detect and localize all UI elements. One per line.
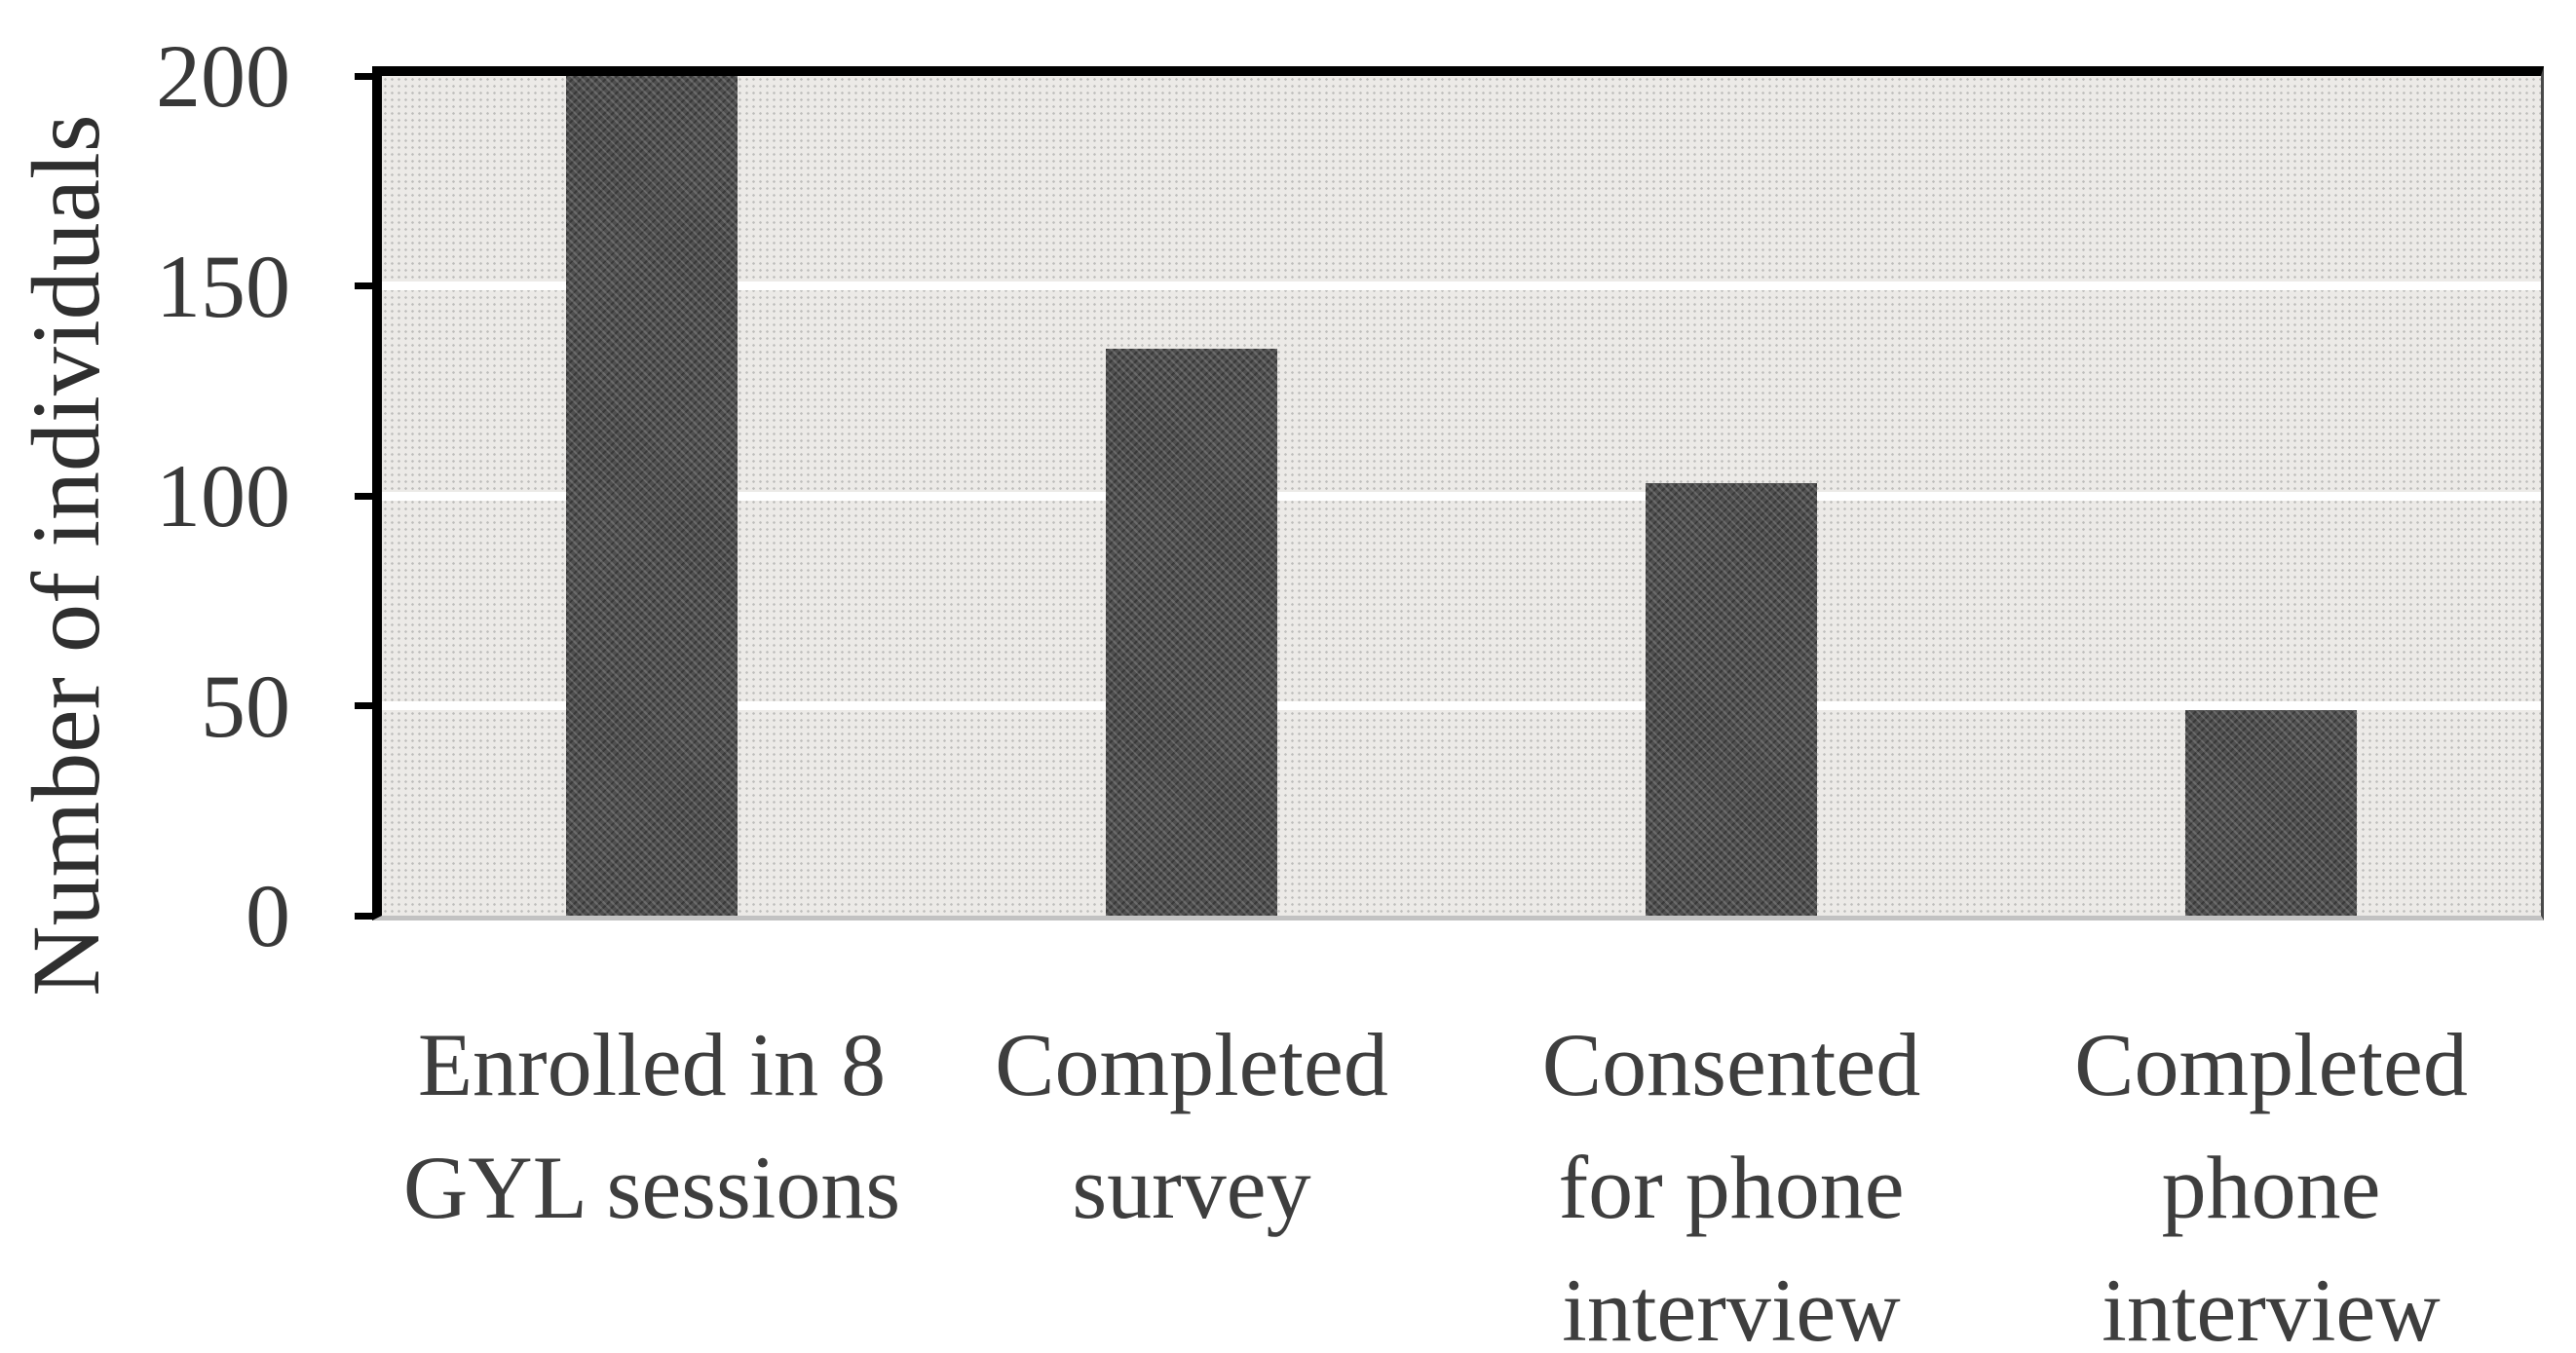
bar-3	[1646, 483, 1817, 916]
y-tick-mark-200	[355, 72, 372, 80]
gridline-100	[382, 491, 2541, 501]
bar-2	[1106, 349, 1277, 916]
x-tick-label-2: Completed survey	[995, 1015, 1388, 1237]
y-tick-mark-50	[355, 702, 372, 709]
gridline-50	[382, 701, 2541, 710]
y-tick-mark-0	[355, 912, 372, 920]
y-tick-label-0: 0	[246, 866, 290, 965]
x-tick-label-3: Consented for phone interview	[1541, 1015, 1921, 1353]
bar-4	[2185, 709, 2357, 916]
gridline-150	[382, 282, 2541, 290]
y-tick-label-100: 100	[156, 446, 290, 545]
y-tick-label-200: 200	[156, 26, 290, 126]
plot-area	[372, 66, 2544, 921]
y-tick-label-150: 150	[156, 236, 290, 336]
bar-1	[566, 76, 738, 916]
y-tick-label-50: 50	[201, 656, 290, 756]
y-tick-mark-100	[355, 492, 372, 500]
x-tick-label-4: Completed phone interview	[2074, 1015, 2468, 1353]
x-tick-label-1: Enrolled in 8 GYL sessions	[402, 1015, 901, 1237]
y-tick-mark-150	[355, 282, 372, 289]
